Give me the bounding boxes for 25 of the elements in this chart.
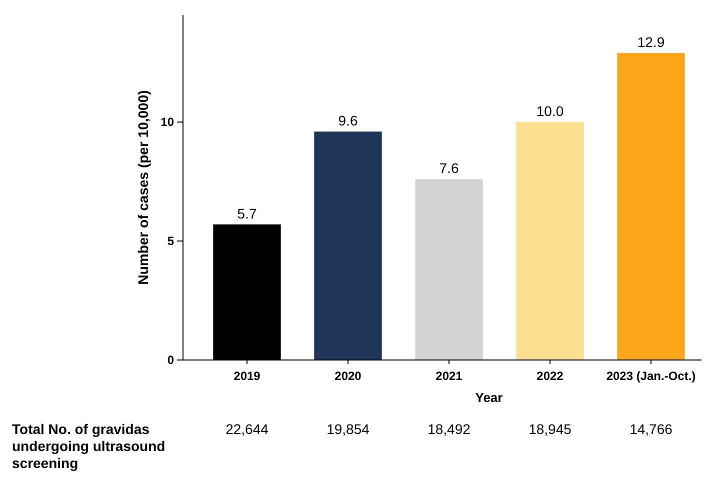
x-tick-label: 2019 bbox=[234, 369, 261, 384]
data-label: 12.9 bbox=[637, 34, 665, 50]
y-tick-label: 10 bbox=[160, 114, 174, 129]
x-axis-title: Year bbox=[475, 390, 503, 405]
text: 18,492 bbox=[428, 421, 471, 437]
data-label: 5.7 bbox=[237, 205, 257, 222]
bar bbox=[617, 53, 685, 360]
text: 14,766 bbox=[630, 421, 673, 437]
x-tick-label: 2020 bbox=[334, 369, 362, 384]
text: 19,854 bbox=[326, 421, 370, 437]
bar bbox=[415, 179, 483, 360]
text: 18,945 bbox=[528, 421, 572, 437]
data-label: 9.6 bbox=[338, 112, 358, 129]
y-tick-label: 0 bbox=[167, 352, 174, 367]
bar bbox=[516, 122, 584, 360]
data-label: 10.0 bbox=[536, 103, 564, 120]
y-axis-title: Number of cases (per 10,000) bbox=[135, 90, 151, 285]
x-tick-label: 2022 bbox=[536, 369, 564, 384]
text: Total No. of gravidas undergoing ultrasound screening bbox=[12, 421, 166, 471]
x-tick-label: 2021 bbox=[436, 369, 463, 384]
data-label: 7.6 bbox=[439, 160, 459, 176]
text: 22,644 bbox=[226, 421, 269, 437]
y-tick-label: 5 bbox=[167, 234, 174, 248]
bar bbox=[314, 132, 382, 360]
x-tick-label: 2023 (Jan.-Oct.) bbox=[606, 369, 696, 384]
